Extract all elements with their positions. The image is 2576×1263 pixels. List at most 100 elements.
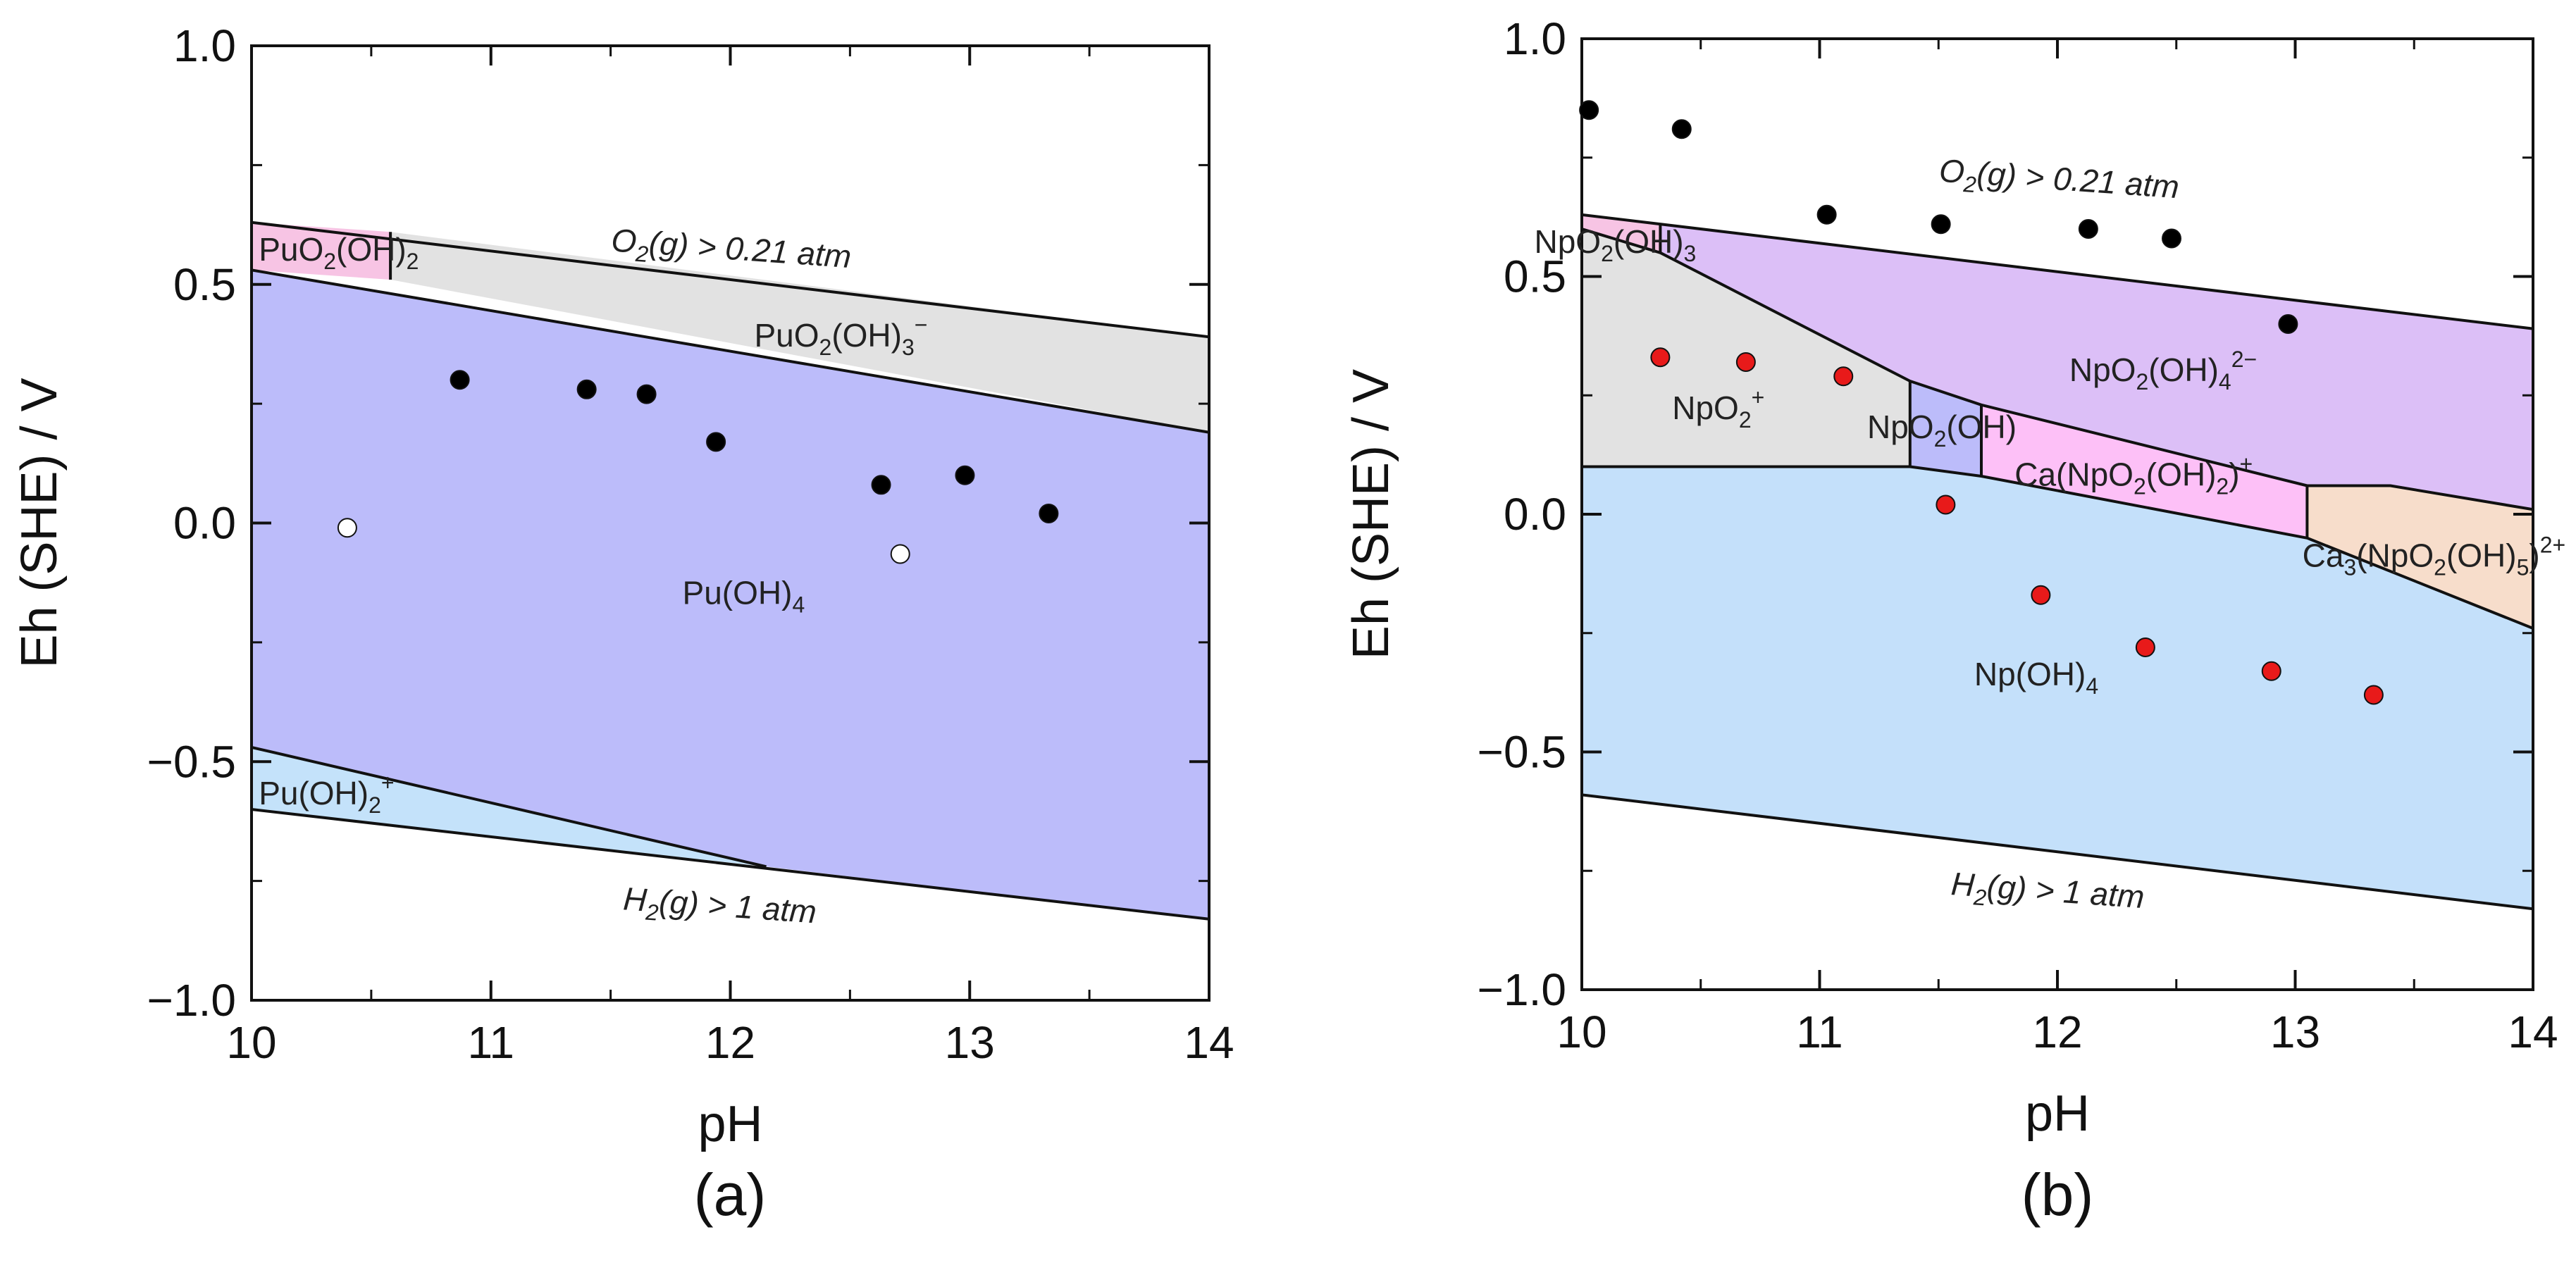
label-part: (g) > 0.21 atm: [648, 224, 853, 275]
label-part: 2: [2136, 369, 2148, 394]
region-label: O2(g) > 0.21 atm: [1938, 152, 2181, 212]
panel-a-chart: 10 11 12 13 14 1.0 0.5 0.0 −0.5 −1.0 pH Eh (SHE) / …: [11, 20, 1234, 1228]
x-tick-label: 12: [705, 1017, 755, 1068]
data-point-filled: [576, 379, 597, 399]
region-pu-oh-4: [252, 270, 1209, 919]
label-part: (OH): [1946, 409, 2017, 445]
region-label: PuO2(OH)3−: [754, 312, 927, 360]
label-part: 4: [2086, 673, 2098, 699]
data-point-black: [2162, 228, 2181, 249]
region-label: Pu(OH)2+: [259, 770, 394, 818]
data-point-black: [2278, 314, 2298, 334]
label-part: 2−: [2231, 347, 2257, 372]
boundary-line: [252, 268, 1209, 434]
data-point-filled: [450, 370, 470, 390]
region-puo2-oh-3-: [390, 232, 1209, 433]
data-point-red: [2135, 637, 2155, 657]
label-part: H: [1950, 865, 1976, 903]
region-label: NpO2(OH): [1867, 409, 2017, 452]
data-point-open: [890, 544, 910, 564]
y-tick-label: −0.5: [1478, 727, 1566, 778]
label-part: +: [1752, 385, 1765, 410]
label-part: O: [610, 221, 638, 259]
boundary-line: [252, 745, 767, 869]
data-point-red: [1735, 352, 1756, 372]
label-part: 2: [2134, 474, 2146, 499]
region-label: Ca3(NpO2(OH)5)2+: [2303, 532, 2566, 580]
x-tick-label: 11: [1796, 1007, 1843, 1057]
data-point-black: [2078, 219, 2098, 239]
label-part: Pu(OH): [683, 575, 793, 611]
region-label: H2(g) > 1 atm: [1950, 865, 2145, 921]
y-tick-label: 0.5: [1504, 251, 1566, 302]
label-part: Np(OH): [1974, 656, 2086, 692]
region-label: H2(g) > 1 atm: [621, 880, 817, 936]
data-point-black: [1931, 214, 1951, 235]
data-point-black: [1579, 100, 1599, 120]
panel-label: (a): [694, 1162, 767, 1228]
label-part: (g) > 0.21 atm: [1976, 154, 2181, 205]
label-part: 3: [2343, 554, 2356, 580]
label-part: 3: [1684, 241, 1697, 266]
plot-area: [252, 220, 1209, 921]
label-part: 2: [2434, 554, 2446, 580]
region-label: Ca(NpO2(OH)2)+: [2014, 452, 2253, 499]
data-point-filled: [1039, 503, 1059, 523]
region-label: NpO2(OH)3: [1535, 223, 1697, 266]
label-part: 2: [644, 900, 659, 926]
label-part: (OH): [831, 317, 902, 354]
label-part: +: [2240, 452, 2253, 477]
label-part: (g) > 1 atm: [1986, 868, 2145, 915]
region-label: Pu(OH)4: [683, 575, 805, 618]
label-part: (OH): [336, 231, 407, 268]
region-label: PuO2(OH)2: [259, 231, 419, 274]
y-axis-title: Eh (SHE) / V: [1343, 369, 1399, 659]
label-part: (NpO: [2356, 537, 2434, 573]
label-part: 5: [2517, 554, 2529, 580]
label-part: 2: [819, 335, 832, 360]
label-part: 3: [902, 335, 915, 360]
data-point-red: [2261, 661, 2281, 681]
region-ca-npo2-oh-2-: [1981, 404, 2308, 538]
label-part: 2: [407, 249, 419, 274]
label-part: (OH): [2446, 537, 2517, 573]
data-point-red: [1936, 494, 1956, 515]
region-np-oh-4: [1582, 466, 2533, 909]
region-label: NpO2+: [1672, 385, 1764, 433]
label-part: NpO: [1867, 409, 1934, 445]
label-part: 2: [2216, 474, 2229, 499]
label-part: 2: [1601, 241, 1614, 266]
region-label: NpO2(OH)42−: [2069, 347, 2257, 394]
label-part: ): [2229, 456, 2239, 493]
panel-b-chart: 10 11 12 13 14 1.0 0.5 0.0 −0.5 −1.0 pH Eh (SHE) / …: [1343, 13, 2565, 1228]
x-tick-label: 14: [2508, 1007, 2558, 1057]
label-part: H: [622, 880, 649, 918]
label-part: (g) > 1 atm: [658, 883, 818, 930]
label-part: Ca: [2303, 537, 2344, 573]
x-tick-label: 14: [1184, 1017, 1234, 1068]
y-tick-label: 1.0: [1504, 13, 1566, 64]
x-tick-label: 11: [468, 1017, 514, 1068]
label-part: ): [2529, 537, 2539, 573]
plot-area: [1582, 213, 2533, 911]
label-part: 2: [323, 249, 336, 274]
label-part: Ca(NpO: [2014, 456, 2134, 493]
y-tick-label: 0.5: [173, 259, 236, 310]
label-part: +: [381, 770, 395, 795]
region-ca3-npo2-oh-5-2-: [2307, 485, 2533, 628]
data-point-filled: [636, 384, 657, 404]
data-point-black: [1671, 119, 1692, 139]
y-tick-label: −0.5: [147, 736, 236, 787]
panel-label: (b): [2021, 1162, 2094, 1228]
x-axis-title: pH: [698, 1096, 762, 1152]
y-axis-title: Eh (SHE) / V: [11, 378, 68, 668]
region-npo2-oh-3: [1582, 214, 1661, 253]
label-part: 2: [1739, 407, 1752, 433]
region-npo2-oh-4-2-: [1660, 224, 2533, 510]
label-part: 2: [1972, 884, 1987, 910]
label-part: (OH): [2146, 456, 2217, 493]
boundary-line: [1582, 213, 2533, 330]
label-part: 2+: [2540, 532, 2565, 557]
label-part: Pu(OH): [259, 775, 369, 811]
